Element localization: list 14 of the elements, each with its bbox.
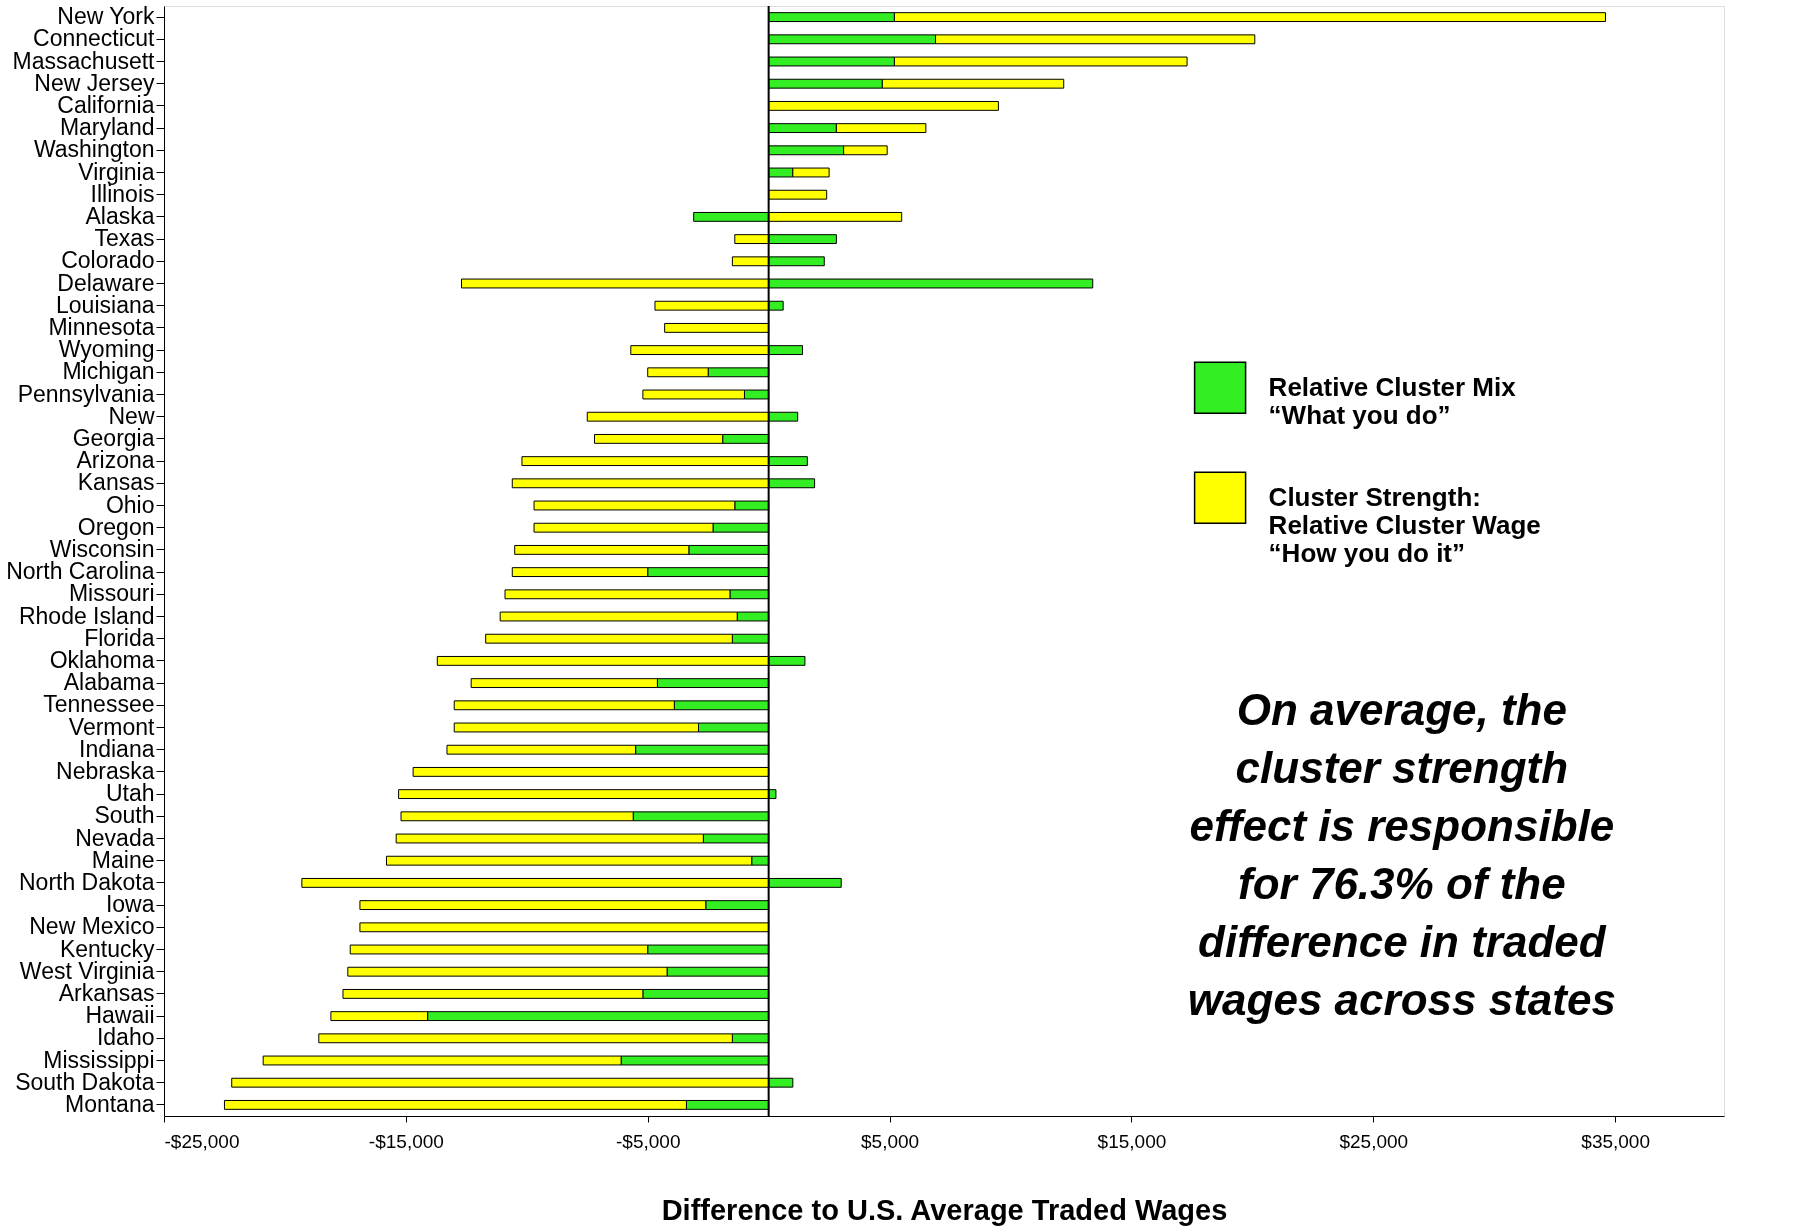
x-tick-label: -$15,000 [368, 1130, 444, 1152]
x-tick-label: -$5,000 [615, 1130, 681, 1152]
legend-label: Relative Cluster Mix “What you do” [1268, 371, 1517, 430]
y-tick-label: Maryland [59, 114, 155, 141]
y-tick-label: Alaska [85, 202, 155, 229]
x-tick-label: $5,000 [861, 1130, 920, 1152]
x-tick-label: $35,000 [1581, 1130, 1651, 1152]
annotation: On average, the cluster strength effect is responsible for 76.3% of the difference in traded wages across states [1187, 685, 1616, 1025]
y-tick-label: Montana [64, 1090, 155, 1117]
x-tick-label: -$25,000 [164, 1130, 240, 1152]
x-axis-title: Difference to U.S. Average Traded Wages [661, 1193, 1228, 1226]
x-tick-label: $25,000 [1339, 1130, 1409, 1152]
legend-label: Cluster Strength: Relative Cluster Wage “How you do it” [1268, 481, 1541, 568]
x-tick-label: $15,000 [1097, 1130, 1167, 1152]
